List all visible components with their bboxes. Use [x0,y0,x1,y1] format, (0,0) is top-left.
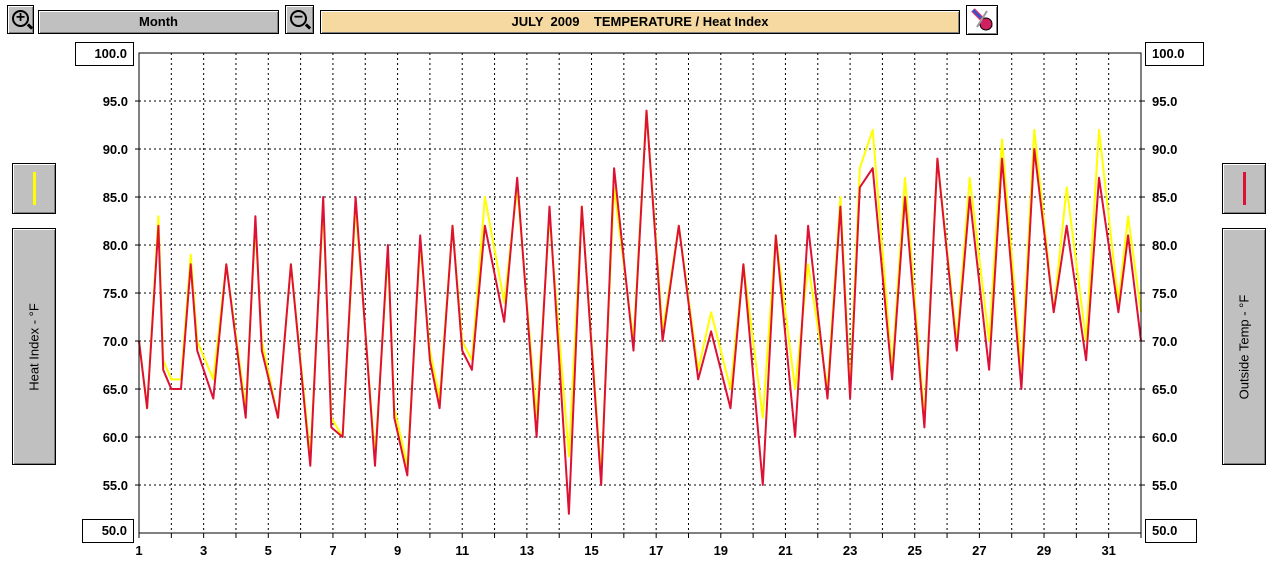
x-tick-label: 21 [778,543,792,558]
y-tick-label-left: 70.0 [103,334,128,349]
outside-temp-legend-swatch [1243,172,1246,205]
right-axis-min-box[interactable]: 50.0 [1145,519,1197,543]
y-tick-label-right: 80.0 [1152,238,1177,253]
y-tick-label-left: 55.0 [103,478,128,493]
y-tick-label-left: 90.0 [103,142,128,157]
zoom-out-magnifier-icon: − [290,10,307,27]
x-tick-label: 1 [135,543,142,558]
x-tick-label: 5 [265,543,272,558]
heat-index-legend-swatch [33,172,36,205]
period-label: Month [139,14,178,29]
x-tick-label: 31 [1101,543,1115,558]
paint-tool-icon [971,8,993,31]
x-tick-label: 15 [584,543,598,558]
chart-series [138,109,1142,515]
y-tick-label-right: 65.0 [1152,382,1177,397]
paint-tool-button[interactable] [966,5,998,35]
left-axis-button[interactable]: Heat Index - °F [12,228,56,465]
x-tick-label: 25 [908,543,922,558]
y-tick-label-left: 80.0 [103,238,128,253]
x-tick-label: 11 [455,543,469,558]
right-axis-button[interactable]: Outside Temp - °F [1222,228,1266,465]
x-tick-label: 9 [394,543,401,558]
y-tick-label-right: 60.0 [1152,430,1177,445]
chart-title: JULY 2009 TEMPERATURE / Heat Index [511,14,769,29]
y-tick-label-left: 75.0 [103,286,128,301]
y-tick-label-left: 65.0 [103,382,128,397]
y-tick-label-right: 70.0 [1152,334,1177,349]
x-tick-label: 17 [649,543,663,558]
series-line-outside-temp-f [138,109,1142,515]
heat-index-legend-button[interactable] [12,163,56,214]
y-tick-label-right: 90.0 [1152,142,1177,157]
chart-title-bar: JULY 2009 TEMPERATURE / Heat Index [320,10,960,34]
right-axis-max-box[interactable]: 100.0 [1145,42,1204,66]
y-tick-label-right: 55.0 [1152,478,1177,493]
x-tick-label: 19 [714,543,728,558]
x-tick-label: 27 [972,543,986,558]
y-tick-label-right: 85.0 [1152,190,1177,205]
left-axis-max-box[interactable]: 100.0 [75,42,134,66]
y-tick-label-right: 95.0 [1152,94,1177,109]
x-tick-label: 7 [329,543,336,558]
x-tick-label: 3 [200,543,207,558]
zoom-in-button[interactable]: + [7,5,34,34]
outside-temp-legend-button[interactable] [1222,163,1266,214]
y-tick-label-left: 60.0 [103,430,128,445]
left-axis-min-box[interactable]: 50.0 [82,519,134,543]
x-tick-label: 23 [843,543,857,558]
chart-frame [135,52,1145,538]
x-tick-label: 29 [1037,543,1051,558]
y-tick-label-left: 85.0 [103,190,128,205]
zoom-in-magnifier-icon: + [12,10,29,27]
zoom-out-button[interactable]: − [285,5,314,34]
y-tick-label-right: 75.0 [1152,286,1177,301]
y-tick-label-left: 95.0 [103,94,128,109]
period-button[interactable]: Month [38,10,279,34]
x-tick-label: 13 [520,543,534,558]
